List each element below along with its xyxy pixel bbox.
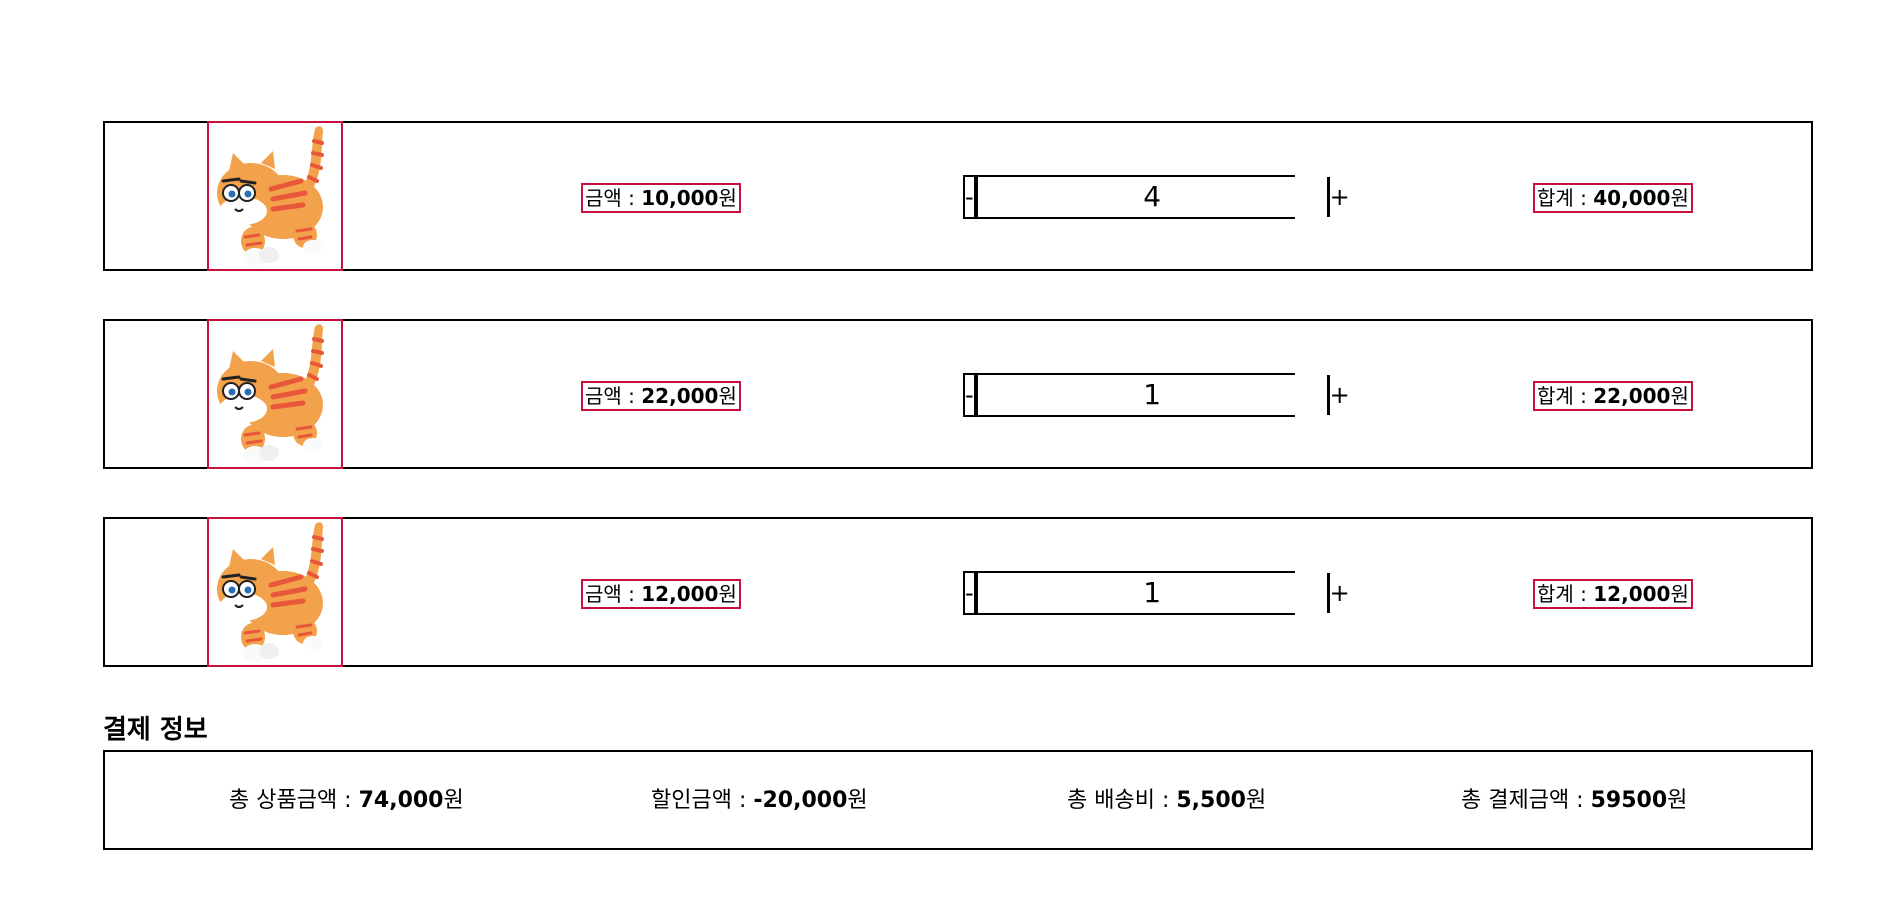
subtotal-value: 40,000 [1593,186,1671,210]
cart-item-row: 금액 : 22,000원 - + 합계 : 22,000원 [103,319,1813,469]
total-payment-amount: 총 결제금액 : 59500원 [1461,786,1687,816]
decrease-quantity-button[interactable]: - [965,375,976,415]
item-price: 금액 : 22,000원 [581,381,741,411]
quantity-input[interactable] [975,573,1327,613]
subtotal-currency: 원 [1670,186,1689,210]
orange-cat-icon [209,123,341,269]
price-label: 금액 : [585,582,642,606]
orange-cat-icon [209,519,341,665]
subtotal-currency: 원 [1670,582,1689,606]
total-product-value: 74,000 [358,788,444,813]
payment-summary: 총 상품금액 : 74,000원 할인금액 : -20,000원 총 배송비 :… [103,750,1813,850]
quantity-input[interactable] [975,177,1327,217]
price-label: 금액 : [585,384,642,408]
discount-label: 할인금액 : [651,788,754,813]
item-subtotal: 합계 : 12,000원 [1533,579,1693,609]
total-product-amount: 총 상품금액 : 74,000원 [229,786,464,816]
subtotal-label: 합계 : [1537,582,1594,606]
subtotal-currency: 원 [1670,384,1689,408]
price-currency: 원 [718,582,737,606]
price-value: 22,000 [641,384,719,408]
total-payment-currency: 원 [1667,788,1688,813]
increase-quantity-button[interactable]: + [1326,177,1350,217]
discount-currency: 원 [847,788,868,813]
product-image[interactable] [207,319,343,469]
payment-info-title: 결제 정보 [103,715,208,745]
total-payment-label: 총 결제금액 : [1461,788,1591,813]
orange-cat-icon [209,321,341,467]
price-currency: 원 [718,384,737,408]
subtotal-label: 합계 : [1537,186,1594,210]
shipping-value: 5,500 [1176,788,1246,813]
quantity-input[interactable] [975,375,1327,415]
increase-quantity-button[interactable]: + [1326,573,1350,613]
shipping-label: 총 배송비 : [1067,788,1177,813]
increase-quantity-button[interactable]: + [1326,375,1350,415]
price-value: 12,000 [641,582,719,606]
total-shipping-fee: 총 배송비 : 5,500원 [1067,786,1266,816]
decrease-quantity-button[interactable]: - [965,177,976,217]
decrease-quantity-button[interactable]: - [965,573,976,613]
price-value: 10,000 [641,186,719,210]
quantity-stepper: - + [963,373,1350,417]
price-label: 금액 : [585,186,642,210]
price-currency: 원 [718,186,737,210]
total-product-label: 총 상품금액 : [229,788,359,813]
product-image[interactable] [207,517,343,667]
cart-item-row: 금액 : 12,000원 - + 합계 : 12,000원 [103,517,1813,667]
discount-value: -20,000 [753,788,848,813]
item-price: 금액 : 10,000원 [581,183,741,213]
item-price: 금액 : 12,000원 [581,579,741,609]
item-subtotal: 합계 : 40,000원 [1533,183,1693,213]
discount-amount: 할인금액 : -20,000원 [651,786,868,816]
cart-item-row: 금액 : 10,000원 - + 합계 : 40,000원 [103,121,1813,271]
subtotal-label: 합계 : [1537,384,1594,408]
subtotal-value: 12,000 [1593,582,1671,606]
item-subtotal: 합계 : 22,000원 [1533,381,1693,411]
shipping-currency: 원 [1245,788,1267,813]
subtotal-value: 22,000 [1593,384,1671,408]
product-image[interactable] [207,121,343,271]
quantity-stepper: - + [963,571,1350,615]
total-payment-value: 59500 [1590,788,1668,813]
quantity-stepper: - + [963,175,1350,219]
total-product-currency: 원 [443,788,464,813]
